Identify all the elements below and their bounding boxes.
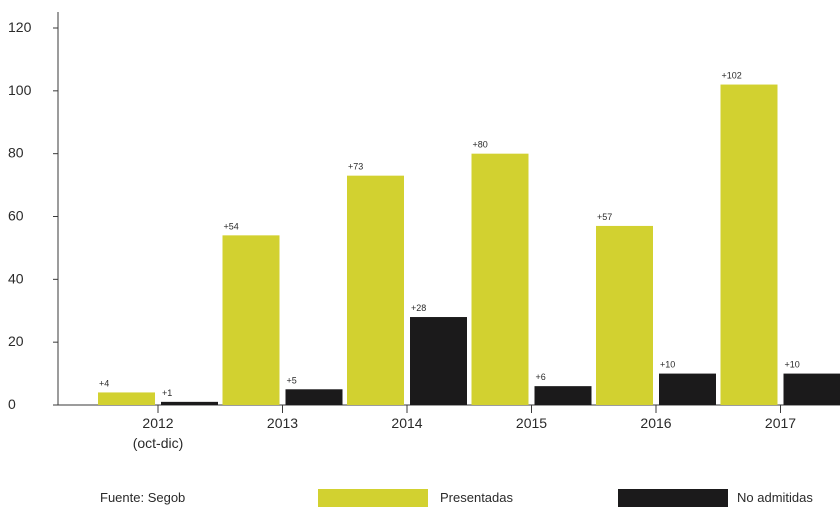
bar-no-admitidas [410, 317, 467, 405]
data-label: +73 [348, 162, 363, 172]
source-note: Fuente: Segob [100, 490, 185, 505]
y-tick-label: 40 [8, 270, 24, 286]
x-category-label: 2014 [391, 415, 422, 431]
bar-no-admitidas [659, 374, 716, 405]
y-tick-label: 0 [8, 396, 16, 412]
data-label: +80 [473, 140, 488, 150]
x-category-label: 2012 [142, 415, 173, 431]
legend-label: Presentadas [440, 490, 513, 505]
data-label: +57 [597, 212, 612, 222]
bar-presentadas [223, 235, 280, 405]
y-tick-label: 120 [8, 19, 32, 35]
bar-no-admitidas [784, 374, 840, 405]
legend-swatch [618, 489, 728, 507]
data-label: +102 [722, 71, 742, 81]
bar-no-admitidas [161, 402, 218, 405]
y-tick-label: 100 [8, 82, 32, 98]
data-label: +54 [224, 221, 239, 231]
bar-presentadas [98, 392, 155, 405]
x-category-label: (oct-dic) [133, 435, 184, 451]
data-label: +6 [536, 372, 546, 382]
bar-presentadas [721, 85, 778, 405]
x-category-label: 2016 [640, 415, 671, 431]
data-label: +10 [660, 360, 675, 370]
bar-presentadas [596, 226, 653, 405]
y-tick-label: 80 [8, 145, 24, 161]
x-category-label: 2017 [765, 415, 796, 431]
data-label: +1 [162, 388, 172, 398]
bar-presentadas [347, 176, 404, 405]
data-label: +4 [99, 378, 109, 388]
bar-presentadas [472, 154, 529, 405]
x-category-label: 2013 [267, 415, 298, 431]
legend-swatch [318, 489, 428, 507]
legend-label: No admitidas [737, 490, 813, 505]
data-label: +28 [411, 303, 426, 313]
data-label: +5 [287, 375, 297, 385]
data-label: +10 [785, 360, 800, 370]
x-category-label: 2015 [516, 415, 547, 431]
legend: Fuente: Segob Presentadas No admitidas [100, 489, 813, 507]
y-tick-label: 20 [8, 333, 24, 349]
y-tick-label: 60 [8, 208, 24, 224]
bar-no-admitidas [286, 389, 343, 405]
bar-no-admitidas [535, 386, 592, 405]
